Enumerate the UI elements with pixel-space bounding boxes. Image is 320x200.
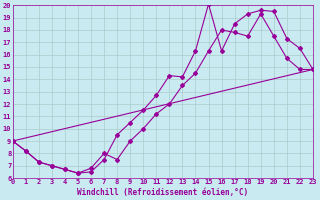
X-axis label: Windchill (Refroidissement éolien,°C): Windchill (Refroidissement éolien,°C) (77, 188, 248, 197)
